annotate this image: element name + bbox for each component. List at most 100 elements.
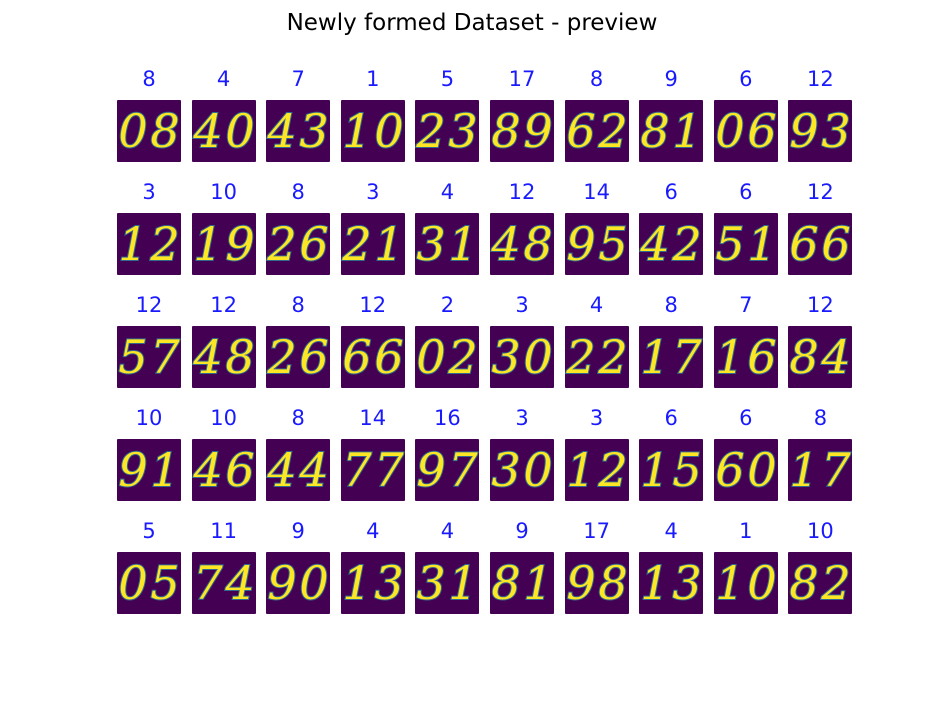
digit-image-svg: 88 22 (788, 552, 853, 614)
image-background (415, 100, 480, 162)
digit-glyph-halo: 8 (598, 556, 627, 610)
digit-glyph-halo: 4 (267, 104, 297, 158)
digit-glyph-halo: 6 (715, 443, 744, 497)
digit-glyph: 9 (566, 556, 595, 610)
digit-image-svg: 33 00 (490, 326, 554, 388)
digit-glyph: 0 (225, 104, 254, 158)
digit-glyph-halo: 7 (374, 443, 404, 497)
digit-glyph: 7 (150, 330, 180, 384)
digit-glyph: 3 (300, 104, 329, 158)
sample-cell: 17 9 9 8 8 (564, 514, 629, 624)
digit-glyph: 9 (225, 217, 254, 271)
digit-glyph-halo: 7 (150, 330, 180, 384)
digit-glyph: 1 (449, 217, 478, 271)
digit-glyph-halo: 6 (566, 104, 595, 158)
digit-glyph: 4 (267, 104, 297, 158)
digit-glyph: 1 (342, 104, 371, 158)
digit-glyph: 2 (672, 217, 702, 271)
digit-glyph: 2 (149, 217, 179, 271)
image-background (490, 213, 554, 275)
digit-glyph: 6 (822, 217, 851, 271)
digit-glyph-halo: 6 (822, 217, 851, 271)
digit-glyph-halo: 1 (641, 330, 670, 384)
digit-image-svg: 33 00 (490, 439, 554, 501)
digit-glyph: 8 (491, 556, 520, 610)
digit-image-svg: 99 33 (788, 100, 853, 162)
digit-image-svg: 22 66 (266, 326, 331, 388)
sample-label: 12 (210, 293, 237, 317)
image-background (490, 439, 554, 501)
image-background (639, 552, 704, 614)
digit-glyph: 8 (641, 104, 670, 158)
sample-label: 5 (142, 519, 156, 543)
digit-glyph: 9 (268, 556, 297, 610)
digit-glyph: 0 (523, 443, 552, 497)
image-background (788, 326, 853, 388)
sample-label: 6 (739, 406, 753, 430)
digit-glyph: 4 (640, 217, 670, 271)
digit-glyph: 1 (747, 217, 776, 271)
digit-image-svg: 88 11 (639, 100, 704, 162)
sample-cell: 12 4 4 8 8 (490, 175, 554, 285)
digit-glyph-halo: 5 (673, 443, 702, 497)
sample-label: 10 (807, 519, 834, 543)
image-background (788, 552, 853, 614)
digit-glyph-halo: 3 (374, 556, 403, 610)
digit-glyph-halo: 1 (523, 556, 552, 610)
sample-label: 11 (210, 519, 237, 543)
digit-glyph-halo: 8 (150, 104, 179, 158)
image-background (266, 326, 331, 388)
digit-glyph-halo: 4 (267, 443, 297, 497)
digit-glyph-halo: 0 (118, 556, 147, 610)
digit-glyph: 5 (150, 556, 179, 610)
image-background (788, 213, 853, 275)
sample-label: 4 (664, 519, 678, 543)
digit-glyph: 7 (342, 443, 372, 497)
digit-glyph: 4 (192, 330, 222, 384)
digit-image-svg: 66 66 (788, 213, 853, 275)
digit-image-svg: 99 55 (564, 213, 629, 275)
digit-glyph: 6 (747, 104, 776, 158)
digit-glyph-halo: 0 (715, 104, 744, 158)
image-background (490, 100, 554, 162)
digit-glyph: 1 (641, 330, 670, 384)
digit-image-svg: 66 66 (340, 326, 405, 388)
digit-glyph: 3 (673, 556, 702, 610)
sample-label: 6 (739, 180, 753, 204)
digit-glyph-halo: 1 (150, 443, 179, 497)
digit-glyph-halo: 0 (747, 443, 776, 497)
sample-label: 4 (440, 519, 455, 543)
digit-glyph: 6 (374, 330, 403, 384)
sample-label: 5 (440, 67, 455, 91)
image-background (340, 439, 405, 501)
digit-glyph: 6 (300, 217, 329, 271)
digit-glyph: 8 (790, 330, 819, 384)
digit-glyph: 6 (300, 330, 329, 384)
sample-label: 8 (291, 406, 305, 430)
sample-label: 6 (664, 406, 678, 430)
image-background (639, 439, 704, 501)
digit-image-svg: 44 22 (639, 213, 704, 275)
image-background (117, 100, 181, 162)
digit-image-svg: 11 00 (340, 100, 405, 162)
digit-glyph: 3 (449, 104, 478, 158)
image-background (191, 439, 256, 501)
digit-glyph-halo: 7 (193, 556, 223, 610)
digit-glyph-halo: 5 (598, 217, 627, 271)
